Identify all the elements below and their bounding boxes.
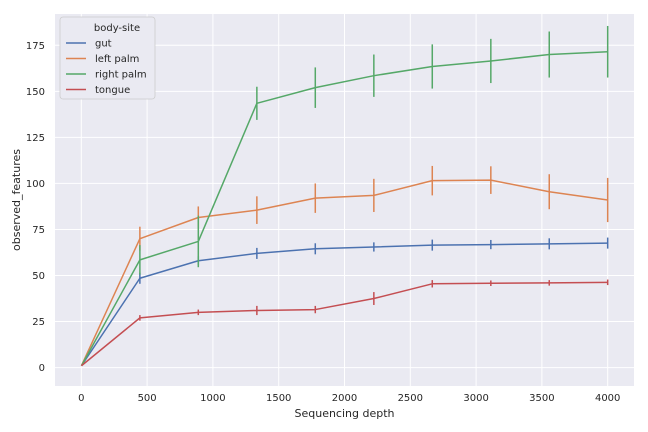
x-tick-label: 500 (138, 393, 157, 404)
legend-label-gut: gut (95, 39, 112, 50)
y-tick-label: 50 (32, 271, 45, 282)
series-tongue (80, 279, 609, 367)
x-tick-label: 1500 (266, 393, 291, 404)
legend-title: body-site (94, 23, 140, 34)
legend-label-left-palm: left palm (95, 54, 139, 65)
y-tick-label: 25 (32, 317, 45, 328)
y-tick-label: 125 (26, 133, 45, 144)
y-tick-label: 100 (26, 179, 45, 190)
series-layer (80, 25, 609, 367)
x-tick-label: 2500 (398, 393, 423, 404)
y-tick-label: 150 (26, 87, 45, 98)
x-tick-label: 2000 (332, 393, 357, 404)
series-left-palm (80, 165, 609, 367)
series-right-palm (80, 25, 609, 367)
legend: body-site gut left palm right palm tongue (59, 16, 156, 100)
y-tick-label: 0 (39, 363, 45, 374)
legend-label-tongue: tongue (95, 85, 130, 96)
series-line-tongue (80, 281, 608, 367)
x-tick-label: 0 (78, 393, 84, 404)
legend-box (59, 16, 156, 100)
x-tick-label: 3000 (463, 393, 488, 404)
x-tick-label: 3500 (529, 393, 554, 404)
series-line-right-palm (80, 51, 608, 367)
series-line-gut (80, 242, 608, 367)
x-axis-label: Sequencing depth (294, 407, 394, 420)
tick-layer: 0 500 1000 1500 2000 2500 3000 3500 4000 0 25 50 75 1… (26, 41, 621, 404)
x-tick-label: 1000 (200, 393, 225, 404)
y-tick-label: 175 (26, 41, 45, 52)
legend-label-right-palm: right palm (95, 70, 147, 81)
legend-items: gut left palm right palm tongue (66, 39, 147, 96)
y-tick-label: 75 (32, 225, 45, 236)
series-line-left-palm (80, 179, 608, 367)
x-tick-label: 4000 (595, 393, 620, 404)
y-axis-label: observed_features (10, 149, 23, 251)
